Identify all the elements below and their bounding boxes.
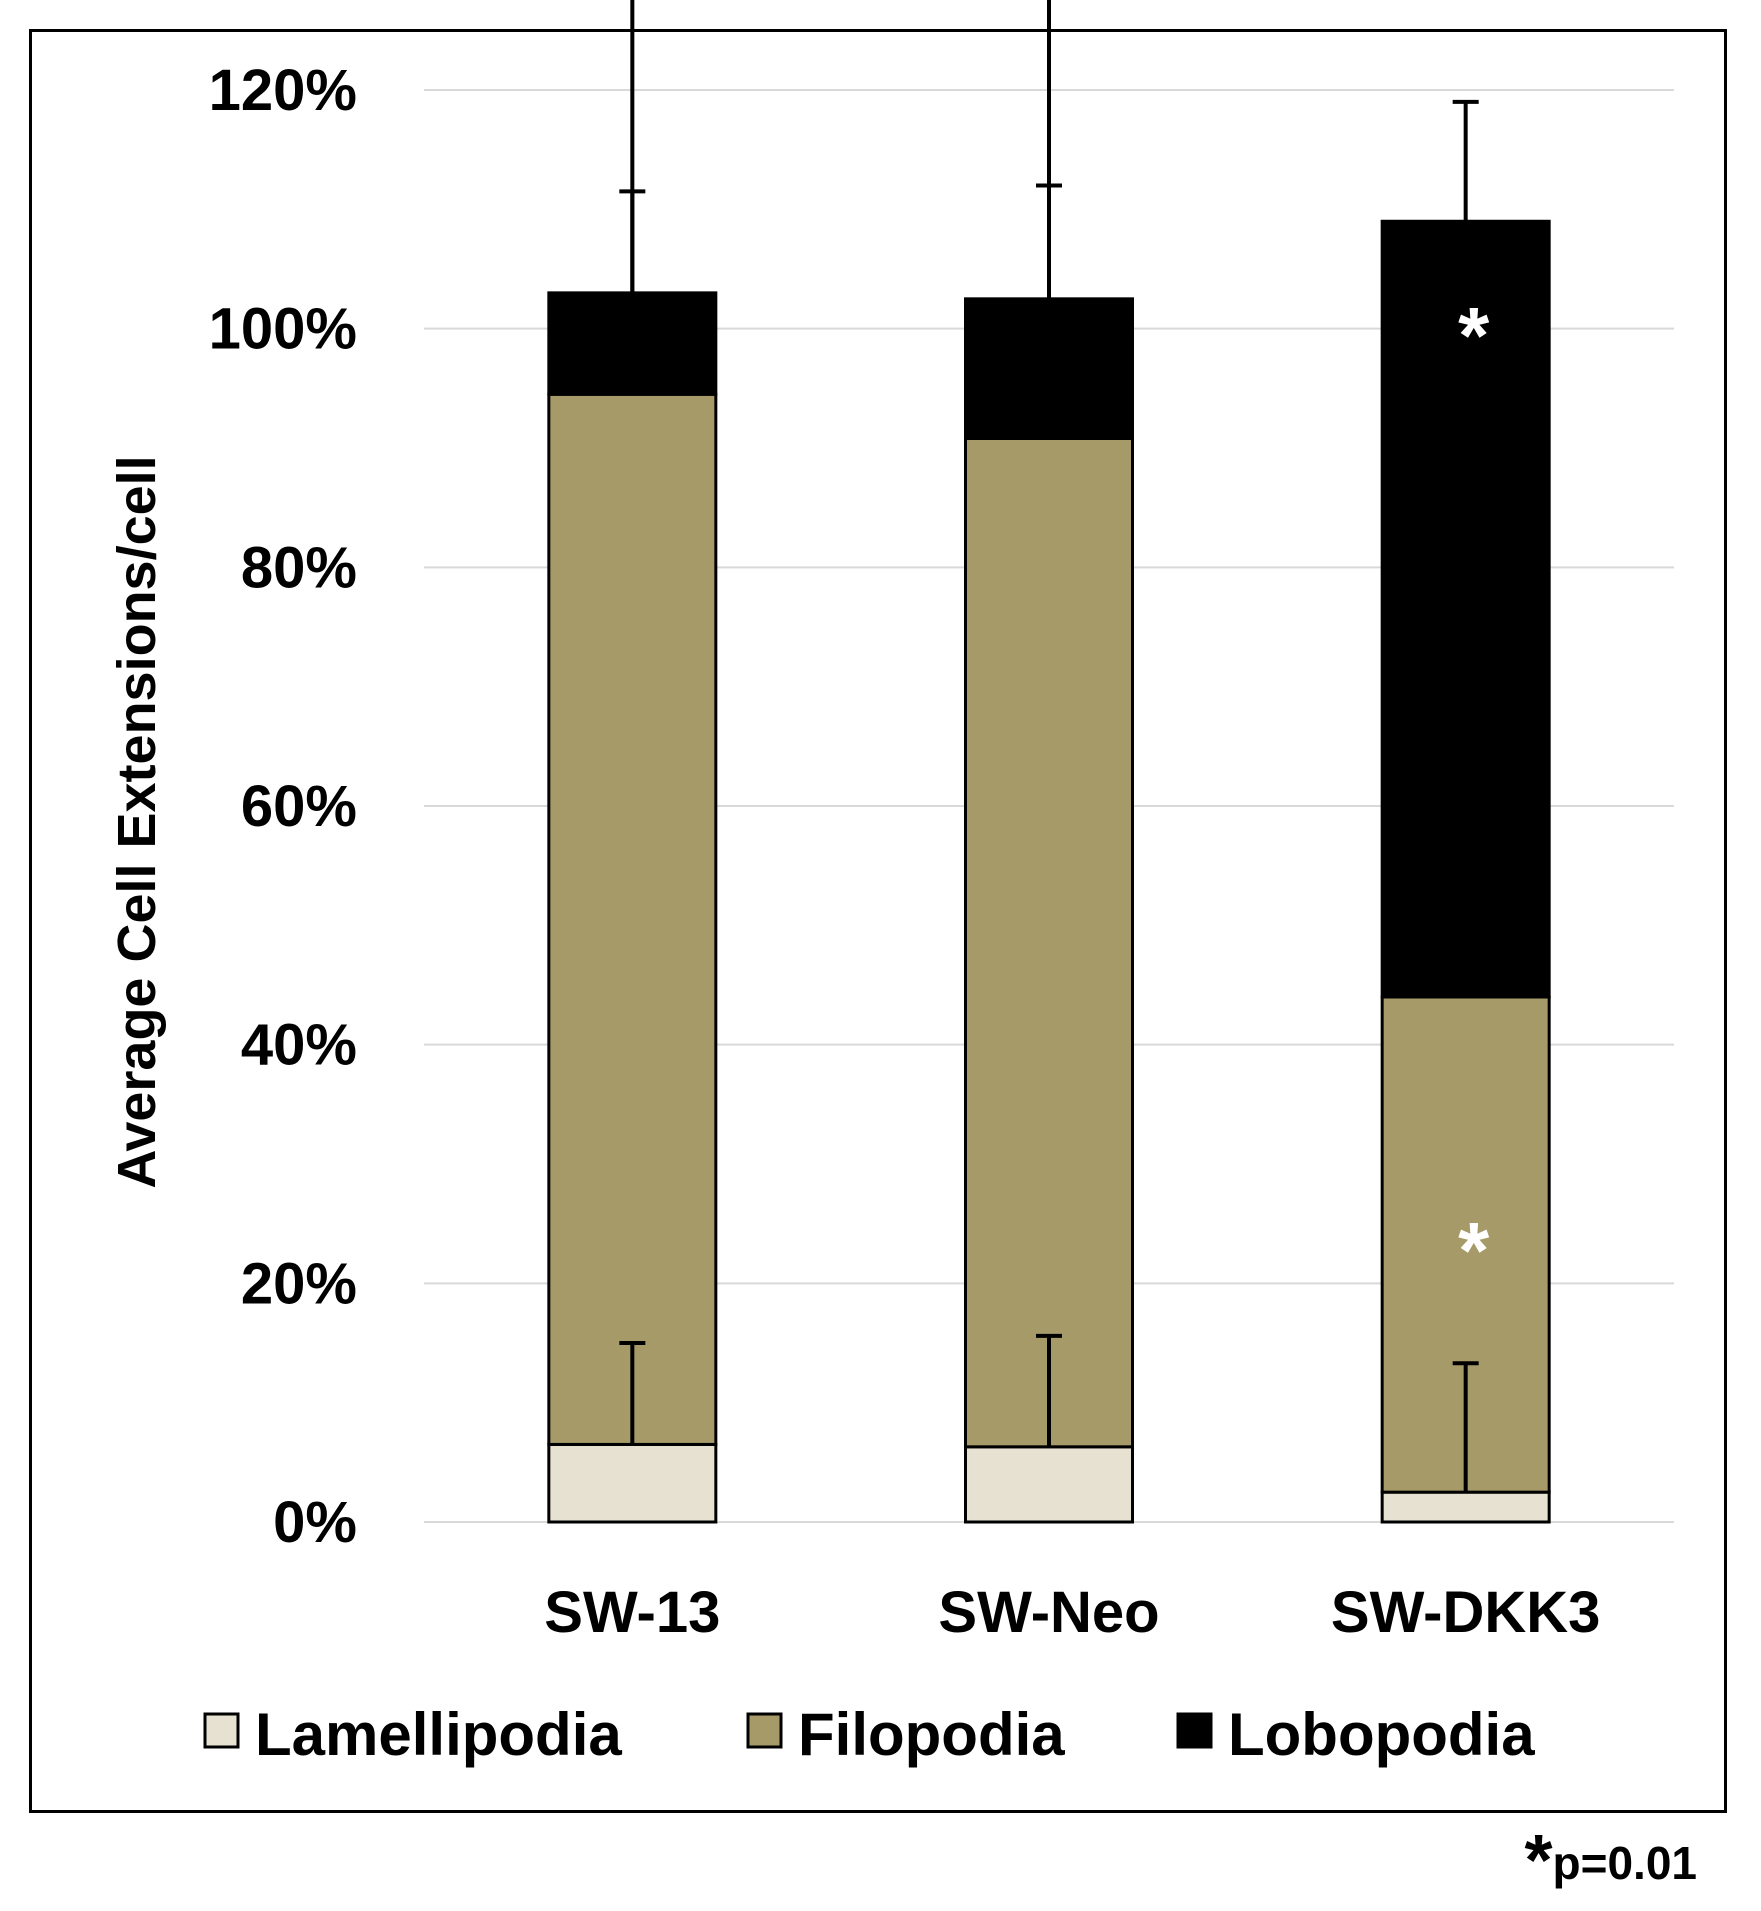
- chart-frame: [29, 29, 1727, 1813]
- significance-marks: **: [1458, 291, 1490, 1295]
- bar-lamellipodia-sw-dkk3: [1380, 1490, 1551, 1524]
- legend-swatch-lobopodia: [1176, 1712, 1213, 1749]
- significance-star: *: [1458, 1206, 1490, 1295]
- y-tick-label: 80%: [241, 535, 357, 600]
- legend-swatch-filopodia: [746, 1712, 783, 1749]
- bar-filopodia-sw-13: [547, 392, 718, 1446]
- legend-swatch-lamellipodia: [203, 1712, 240, 1749]
- y-tick-label: 100%: [209, 297, 357, 362]
- x-axis-categories: SW-13 SW-Neo SW-DKK3: [544, 1580, 1600, 1645]
- significance-star: *: [1458, 291, 1490, 380]
- legend-label-lobopodia: Lobopodia: [1228, 1701, 1535, 1768]
- y-tick-label: 40%: [241, 1013, 357, 1078]
- x-category-label: SW-Neo: [938, 1580, 1159, 1645]
- x-category-label: SW-DKK3: [1331, 1580, 1601, 1645]
- error-bars: [619, 0, 1479, 1493]
- y-tick-label: 60%: [241, 774, 357, 839]
- y-axis-label: Average Cell Extensions/cell: [107, 455, 167, 1188]
- bar-filopodia-sw-neo: [964, 436, 1134, 1449]
- bar-lamellipodia-sw-neo: [964, 1445, 1134, 1524]
- y-tick-label: 20%: [241, 1251, 357, 1316]
- footnote: *p=0.01: [1524, 1820, 1697, 1902]
- y-tick-label: 120%: [209, 58, 357, 123]
- footnote-text: p=0.01: [1552, 1837, 1698, 1889]
- legend-label-lamellipodia: Lamellipodia: [255, 1701, 622, 1768]
- y-axis-ticks: 0% 20% 40% 60% 80% 100% 120%: [209, 58, 357, 1555]
- footnote-star: *: [1524, 1821, 1553, 1901]
- legend: Lamellipodia Filopodia Lobopodia: [203, 1701, 1535, 1768]
- bar-lamellipodia-sw-13: [547, 1442, 718, 1524]
- y-tick-label: 0%: [273, 1490, 357, 1555]
- legend-label-filopodia: Filopodia: [798, 1701, 1065, 1768]
- x-category-label: SW-13: [544, 1580, 720, 1645]
